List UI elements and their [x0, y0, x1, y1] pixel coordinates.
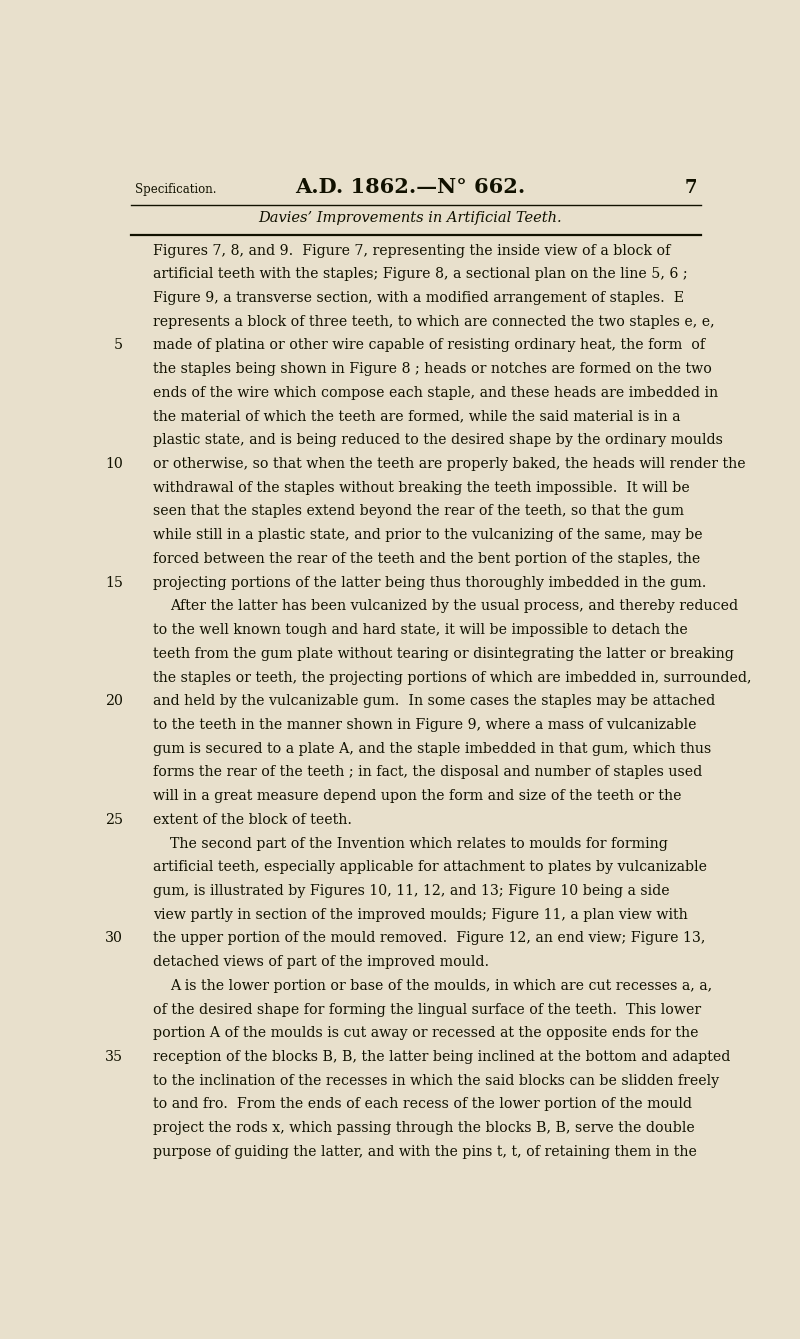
Text: 15: 15: [106, 576, 123, 589]
Text: Specification.: Specification.: [135, 183, 216, 195]
Text: the staples or teeth, the projecting portions of which are imbedded in, surround: the staples or teeth, the projecting por…: [153, 671, 751, 684]
Text: to the well known tough and hard state, it will be impossible to detach the: to the well known tough and hard state, …: [153, 623, 687, 637]
Text: artificial teeth, especially applicable for attachment to plates by vulcanizable: artificial teeth, especially applicable …: [153, 860, 706, 874]
Text: teeth from the gum plate without tearing or disintegrating the latter or breakin: teeth from the gum plate without tearing…: [153, 647, 734, 660]
Text: the staples being shown in Figure 8 ; heads or notches are formed on the two: the staples being shown in Figure 8 ; he…: [153, 363, 711, 376]
Text: ends of the wire which compose each staple, and these heads are imbedded in: ends of the wire which compose each stap…: [153, 386, 718, 400]
Text: Davies’ Improvements in Artificial Teeth.: Davies’ Improvements in Artificial Teeth…: [258, 212, 562, 225]
Text: gum is secured to a plate A, and the staple imbedded in that gum, which thus: gum is secured to a plate A, and the sta…: [153, 742, 711, 755]
Text: The second part of the Invention which relates to moulds for forming: The second part of the Invention which r…: [170, 837, 668, 850]
Text: made of platina or other wire capable of resisting ordinary heat, the form  of: made of platina or other wire capable of…: [153, 339, 705, 352]
Text: or otherwise, so that when the teeth are properly baked, the heads will render t: or otherwise, so that when the teeth are…: [153, 457, 746, 471]
Text: 35: 35: [105, 1050, 123, 1065]
Text: Figure 9, a transverse section, with a modified arrangement of staples.  E: Figure 9, a transverse section, with a m…: [153, 291, 684, 305]
Text: extent of the block of teeth.: extent of the block of teeth.: [153, 813, 352, 826]
Text: 10: 10: [106, 457, 123, 471]
Text: to the teeth in the manner shown in Figure 9, where a mass of vulcanizable: to the teeth in the manner shown in Figu…: [153, 718, 696, 732]
Text: view partly in section of the improved moulds; Figure 11, a plan view with: view partly in section of the improved m…: [153, 908, 687, 921]
Text: plastic state, and is being reduced to the desired shape by the ordinary moulds: plastic state, and is being reduced to t…: [153, 434, 722, 447]
Text: A is the lower portion or base of the moulds, in which are cut recesses a, a,: A is the lower portion or base of the mo…: [170, 979, 712, 992]
Text: Figures 7, 8, and 9.  Figure 7, representing the inside view of a block of: Figures 7, 8, and 9. Figure 7, represent…: [153, 244, 670, 257]
Text: of the desired shape for forming the lingual surface of the teeth.  This lower: of the desired shape for forming the lin…: [153, 1003, 701, 1016]
Text: seen that the staples extend beyond the rear of the teeth, so that the gum: seen that the staples extend beyond the …: [153, 505, 684, 518]
Text: detached views of part of the improved mould.: detached views of part of the improved m…: [153, 955, 489, 969]
Text: to and fro.  From the ends of each recess of the lower portion of the mould: to and fro. From the ends of each recess…: [153, 1098, 692, 1111]
Text: the material of which the teeth are formed, while the said material is in a: the material of which the teeth are form…: [153, 410, 680, 423]
Text: 30: 30: [106, 932, 123, 945]
Text: represents a block of three teeth, to which are connected the two staples e, e,: represents a block of three teeth, to wh…: [153, 315, 714, 329]
Text: 25: 25: [105, 813, 123, 826]
Text: 7: 7: [684, 179, 697, 197]
Text: A.D. 1862.—N° 662.: A.D. 1862.—N° 662.: [295, 177, 525, 197]
Text: will in a great measure depend upon the form and size of the teeth or the: will in a great measure depend upon the …: [153, 789, 682, 803]
Text: 5: 5: [114, 339, 123, 352]
Text: purpose of guiding the latter, and with the pins t, t, of retaining them in the: purpose of guiding the latter, and with …: [153, 1145, 697, 1158]
Text: 20: 20: [106, 694, 123, 708]
Text: to the inclination of the recesses in which the said blocks can be slidden freel: to the inclination of the recesses in wh…: [153, 1074, 719, 1087]
Text: while still in a plastic state, and prior to the vulcanizing of the same, may be: while still in a plastic state, and prio…: [153, 528, 702, 542]
Text: forced between the rear of the teeth and the bent portion of the staples, the: forced between the rear of the teeth and…: [153, 552, 700, 566]
Text: reception of the blocks B, B, the latter being inclined at the bottom and adapte: reception of the blocks B, B, the latter…: [153, 1050, 730, 1065]
Text: portion A of the moulds is cut away or recessed at the opposite ends for the: portion A of the moulds is cut away or r…: [153, 1026, 698, 1040]
Text: project the rods x, which passing through the blocks B, B, serve the double: project the rods x, which passing throug…: [153, 1121, 694, 1135]
Text: projecting portions of the latter being thus thoroughly imbedded in the gum.: projecting portions of the latter being …: [153, 576, 706, 589]
Text: withdrawal of the staples without breaking the teeth impossible.  It will be: withdrawal of the staples without breaki…: [153, 481, 690, 495]
Text: After the latter has been vulcanized by the usual process, and thereby reduced: After the latter has been vulcanized by …: [170, 600, 738, 613]
Text: and held by the vulcanizable gum.  In some cases the staples may be attached: and held by the vulcanizable gum. In som…: [153, 694, 715, 708]
Text: gum, is illustrated by Figures 10, 11, 12, and 13; Figure 10 being a side: gum, is illustrated by Figures 10, 11, 1…: [153, 884, 670, 898]
Text: forms the rear of the teeth ; in fact, the disposal and number of staples used: forms the rear of the teeth ; in fact, t…: [153, 766, 702, 779]
Text: artificial teeth with the staples; Figure 8, a sectional plan on the line 5, 6 ;: artificial teeth with the staples; Figur…: [153, 268, 687, 281]
Text: the upper portion of the mould removed.  Figure 12, an end view; Figure 13,: the upper portion of the mould removed. …: [153, 932, 705, 945]
